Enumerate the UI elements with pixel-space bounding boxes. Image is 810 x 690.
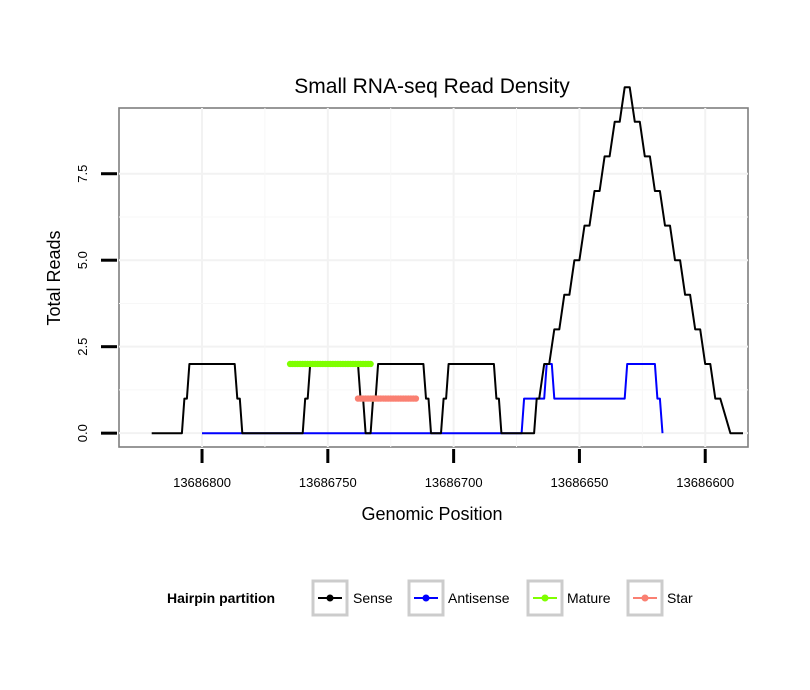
legend-label-sense: Sense (353, 590, 393, 606)
legend-label-star: Star (667, 590, 693, 606)
x-tick-label: 13686750 (299, 475, 357, 490)
y-tick-label: 0.0 (75, 424, 90, 442)
axis-ticks: 13686800 13686750 13686700 13686650 13686600… (75, 165, 734, 490)
legend-item-star: Star (626, 579, 693, 617)
star-point (412, 395, 420, 402)
legend-item-mature: Mature (526, 579, 611, 617)
legend-key-point (641, 594, 649, 602)
legend-key-point (541, 594, 549, 602)
legend-item-antisense: Antisense (407, 579, 510, 617)
x-tick-label: 13686800 (173, 475, 231, 490)
legend-key-point (326, 594, 334, 602)
legend-item-sense: Sense (311, 579, 393, 617)
legend-label-antisense: Antisense (448, 590, 510, 606)
legend-title: Hairpin partition (167, 590, 275, 606)
y-tick-label: 5.0 (75, 251, 90, 269)
series-layer (151, 86, 743, 435)
x-tick-label: 13686700 (425, 475, 483, 490)
plot-panel (118, 107, 749, 448)
legend: Hairpin partition Sense Antisense Mature St… (167, 579, 693, 617)
chart-title: Small RNA-seq Read Density (294, 75, 570, 98)
mature-point (367, 360, 374, 368)
x-tick-label: 13686600 (676, 475, 734, 490)
legend-key-point (422, 594, 430, 602)
legend-label-mature: Mature (567, 590, 611, 606)
x-axis-title: Genomic Position (361, 504, 502, 524)
x-tick-label: 13686650 (551, 475, 609, 490)
y-tick-label: 2.5 (75, 338, 90, 356)
y-axis-title: Total Reads (44, 230, 64, 325)
y-tick-label: 7.5 (75, 165, 90, 183)
